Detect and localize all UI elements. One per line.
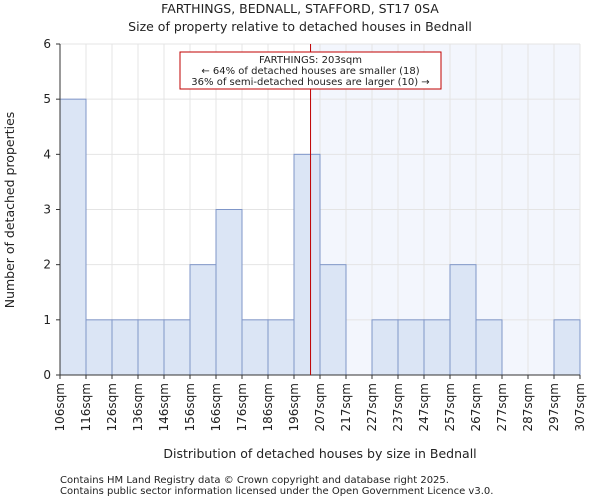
x-tick-label: 227sqm bbox=[365, 383, 379, 431]
bar bbox=[397, 319, 425, 376]
bar bbox=[85, 319, 113, 376]
x-tick-label: 277sqm bbox=[495, 383, 509, 431]
x-tick-label: 176sqm bbox=[235, 383, 249, 431]
x-tick-label: 297sqm bbox=[547, 383, 561, 431]
x-tick-label: 166sqm bbox=[209, 383, 223, 431]
x-tick-label: 307sqm bbox=[573, 383, 587, 431]
x-tick-label: 136sqm bbox=[131, 383, 145, 431]
annotation-line-larger: 36% of semi-detached houses are larger (… bbox=[191, 77, 429, 88]
bar bbox=[241, 319, 269, 376]
x-tick-label: 287sqm bbox=[521, 383, 535, 431]
bar bbox=[423, 319, 451, 376]
y-tick-label: 0 bbox=[43, 368, 51, 382]
bar bbox=[59, 98, 87, 376]
bar bbox=[137, 319, 165, 376]
y-axis-label: Number of detached properties bbox=[2, 112, 17, 309]
bar bbox=[215, 209, 243, 376]
x-tick-label: 116sqm bbox=[79, 383, 93, 431]
bar bbox=[371, 319, 399, 376]
x-tick-label: 267sqm bbox=[469, 383, 483, 431]
bar bbox=[293, 153, 321, 376]
annotation-line-smaller: ← 64% of detached houses are smaller (18… bbox=[201, 66, 419, 77]
plot-area: 0 1 2 3 4 5 6 106sqm 116sqm 126sqm 136sqm 146sqm 156… bbox=[43, 37, 587, 431]
bar bbox=[319, 264, 347, 376]
y-tick-label: 3 bbox=[43, 203, 51, 217]
x-tick-label: 217sqm bbox=[339, 383, 353, 431]
chart-title: FARTHINGS, BEDNALL, STAFFORD, ST17 0SA bbox=[161, 1, 439, 16]
bar bbox=[267, 319, 295, 376]
x-tick-label: 196sqm bbox=[287, 383, 301, 431]
x-tick-label: 257sqm bbox=[443, 383, 457, 431]
annotation-box bbox=[179, 51, 442, 90]
bar bbox=[111, 319, 139, 376]
footer-line-2: Contains public sector information licen… bbox=[60, 486, 493, 497]
y-tick-label: 1 bbox=[43, 313, 51, 327]
footer-line-1: Contains HM Land Registry data © Crown c… bbox=[60, 475, 449, 486]
x-tick-label: 237sqm bbox=[391, 383, 405, 431]
x-tick-label: 126sqm bbox=[105, 383, 119, 431]
x-tick-label: 156sqm bbox=[183, 383, 197, 431]
x-tick-label: 146sqm bbox=[157, 383, 171, 431]
bar bbox=[449, 264, 477, 376]
y-tick-label: 6 bbox=[43, 37, 51, 51]
y-tick-label: 5 bbox=[43, 92, 51, 106]
bar bbox=[553, 319, 581, 376]
x-tick-label: 186sqm bbox=[261, 383, 275, 431]
x-tick-label: 207sqm bbox=[313, 383, 327, 431]
bar bbox=[189, 264, 217, 376]
bar bbox=[163, 319, 191, 376]
y-tick-label: 4 bbox=[43, 147, 51, 161]
x-tick-label: 106sqm bbox=[53, 383, 67, 431]
x-axis-label: Distribution of detached houses by size … bbox=[163, 446, 476, 461]
y-tick-label: 2 bbox=[43, 258, 51, 272]
bar bbox=[475, 319, 503, 376]
chart-subtitle: Size of property relative to detached ho… bbox=[128, 19, 472, 34]
x-tick-label: 247sqm bbox=[417, 383, 431, 431]
annotation-title: FARTHINGS: 203sqm bbox=[259, 55, 362, 66]
